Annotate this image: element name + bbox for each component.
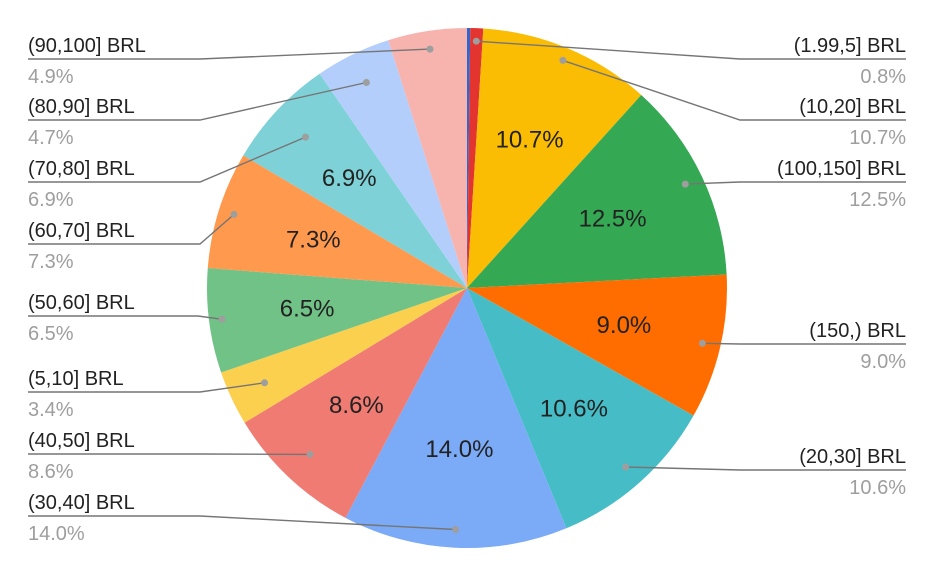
slice-label-30-40-brl: 14.0% bbox=[425, 436, 493, 463]
leader-dot-1-99-5-brl bbox=[472, 37, 480, 45]
legend-name-90-100-brl: (90,100] BRL bbox=[28, 35, 146, 57]
legend-name-20-30-brl: (20,30] BRL bbox=[799, 446, 906, 468]
leader-line-80-90-brl bbox=[28, 81, 367, 121]
leader-dot-50-60-brl bbox=[218, 315, 226, 323]
slice-label-10-20-brl: 10.7% bbox=[496, 126, 564, 153]
leader-dot-30-40-brl bbox=[452, 526, 460, 533]
pie-slice-0-1-99-brl bbox=[467, 27, 471, 288]
legend-name-5-10-brl: (5,10] BRL bbox=[28, 368, 124, 390]
legend-percent-40-50-brl: 8.6% bbox=[28, 461, 74, 483]
leader-dot-100-150-brl bbox=[681, 180, 689, 188]
legend-name-30-40-brl: (30,40] BRL bbox=[28, 492, 135, 514]
pie-slice-5-10-brl bbox=[221, 288, 467, 423]
pie-slice-100-150-brl bbox=[467, 95, 727, 289]
legend-name-80-90-brl: (80,90] BRL bbox=[28, 96, 135, 118]
slices-group bbox=[207, 27, 727, 549]
slice-label-20-30-brl: 10.6% bbox=[540, 396, 608, 423]
slice-label-100-150-brl: 12.5% bbox=[579, 206, 647, 233]
slice-labels-group: 10.7% 12.5% 9.0% 10.6% 14.0% 8.6% 6.5% 7.3% 6.9% bbox=[280, 126, 652, 463]
leader-dot-90-100-brl bbox=[426, 45, 434, 53]
legend-name-40-50-brl: (40,50] BRL bbox=[28, 430, 135, 452]
leader-dot-5-10-brl bbox=[261, 379, 268, 387]
legend-percent-80-90-brl: 4.7% bbox=[28, 127, 74, 149]
leader-lines-group bbox=[28, 37, 906, 533]
slice-label-150-brl: 9.0% bbox=[597, 312, 652, 339]
slice-label-60-70-brl: 7.3% bbox=[286, 226, 341, 253]
pie-slice-1-99-5-brl bbox=[467, 28, 484, 289]
pie-slice-60-70-brl bbox=[207, 155, 467, 288]
leader-dot-20-30-brl bbox=[622, 463, 630, 471]
legend-name-50-60-brl: (50,60] BRL bbox=[28, 292, 135, 314]
leader-line-100-150-brl bbox=[685, 181, 906, 185]
legend-percent-1-99-5-brl: 0.8% bbox=[860, 66, 906, 88]
pie-slice-20-30-brl bbox=[467, 288, 694, 529]
legend-percent-150-brl: 9.0% bbox=[860, 351, 906, 373]
legend-name-150-brl: (150,) BRL bbox=[809, 320, 906, 342]
slice-label-40-50-brl: 8.6% bbox=[329, 392, 384, 419]
leader-line-5-10-brl bbox=[28, 382, 265, 393]
pie-slice-80-90-brl bbox=[319, 40, 467, 289]
leader-line-70-80-brl bbox=[28, 136, 306, 183]
leader-line-30-40-brl bbox=[28, 515, 456, 531]
legend-percent-30-40-brl: 14.0% bbox=[28, 523, 85, 545]
legend-name-60-70-brl: (60,70] BRL bbox=[28, 220, 135, 242]
leader-line-60-70-brl bbox=[28, 213, 235, 245]
legend-name-1-99-5-brl: (1.99,5] BRL bbox=[794, 35, 906, 57]
slice-label-50-60-brl: 6.5% bbox=[280, 295, 335, 322]
legend-percent-50-60-brl: 6.5% bbox=[28, 323, 74, 345]
leader-line-10-20-brl bbox=[562, 59, 906, 121]
legend-percent-20-30-brl: 10.6% bbox=[849, 477, 906, 499]
legend-name-100-150-brl: (100,150] BRL bbox=[777, 158, 906, 180]
leader-dot-60-70-brl bbox=[230, 210, 238, 218]
pie-slice-150-brl bbox=[467, 274, 727, 416]
leader-line-90-100-brl bbox=[28, 48, 431, 60]
slice-label-70-80-brl: 6.9% bbox=[322, 165, 377, 192]
legend-percent-60-70-brl: 7.3% bbox=[28, 251, 74, 273]
pie-slice-40-50-brl bbox=[244, 288, 467, 518]
leader-dot-150-brl bbox=[698, 339, 706, 347]
pie-slice-30-40-brl bbox=[345, 288, 567, 549]
pie-slice-70-80-brl bbox=[243, 73, 467, 288]
legend-name-10-20-brl: (10,20] BRL bbox=[799, 96, 906, 118]
leader-line-50-60-brl bbox=[28, 315, 223, 320]
legend-labels-group: (1.99,5] BRL 0.8% (10,20] BRL 10.7% (100,150… bbox=[28, 35, 906, 545]
legend-percent-90-100-brl: 4.9% bbox=[28, 66, 74, 88]
leader-dot-70-80-brl bbox=[302, 133, 309, 141]
leader-dot-40-50-brl bbox=[306, 450, 314, 458]
leader-line-150-brl bbox=[702, 342, 906, 345]
legend-name-70-80-brl: (70,80] BRL bbox=[28, 158, 135, 180]
pie-slice-50-60-brl bbox=[207, 268, 467, 373]
leader-line-1-99-5-brl bbox=[476, 40, 906, 60]
leader-dot-10-20-brl bbox=[559, 56, 567, 64]
pie-slice-10-20-brl bbox=[467, 28, 642, 288]
pie-slice-90-100-brl bbox=[388, 28, 467, 288]
legend-percent-5-10-brl: 3.4% bbox=[28, 399, 74, 421]
leader-dot-80-90-brl bbox=[362, 79, 370, 86]
legend-percent-100-150-brl: 12.5% bbox=[849, 189, 906, 211]
legend-percent-10-20-brl: 10.7% bbox=[849, 127, 906, 149]
legend-percent-70-80-brl: 6.9% bbox=[28, 189, 74, 211]
leader-line-20-30-brl bbox=[625, 466, 906, 471]
